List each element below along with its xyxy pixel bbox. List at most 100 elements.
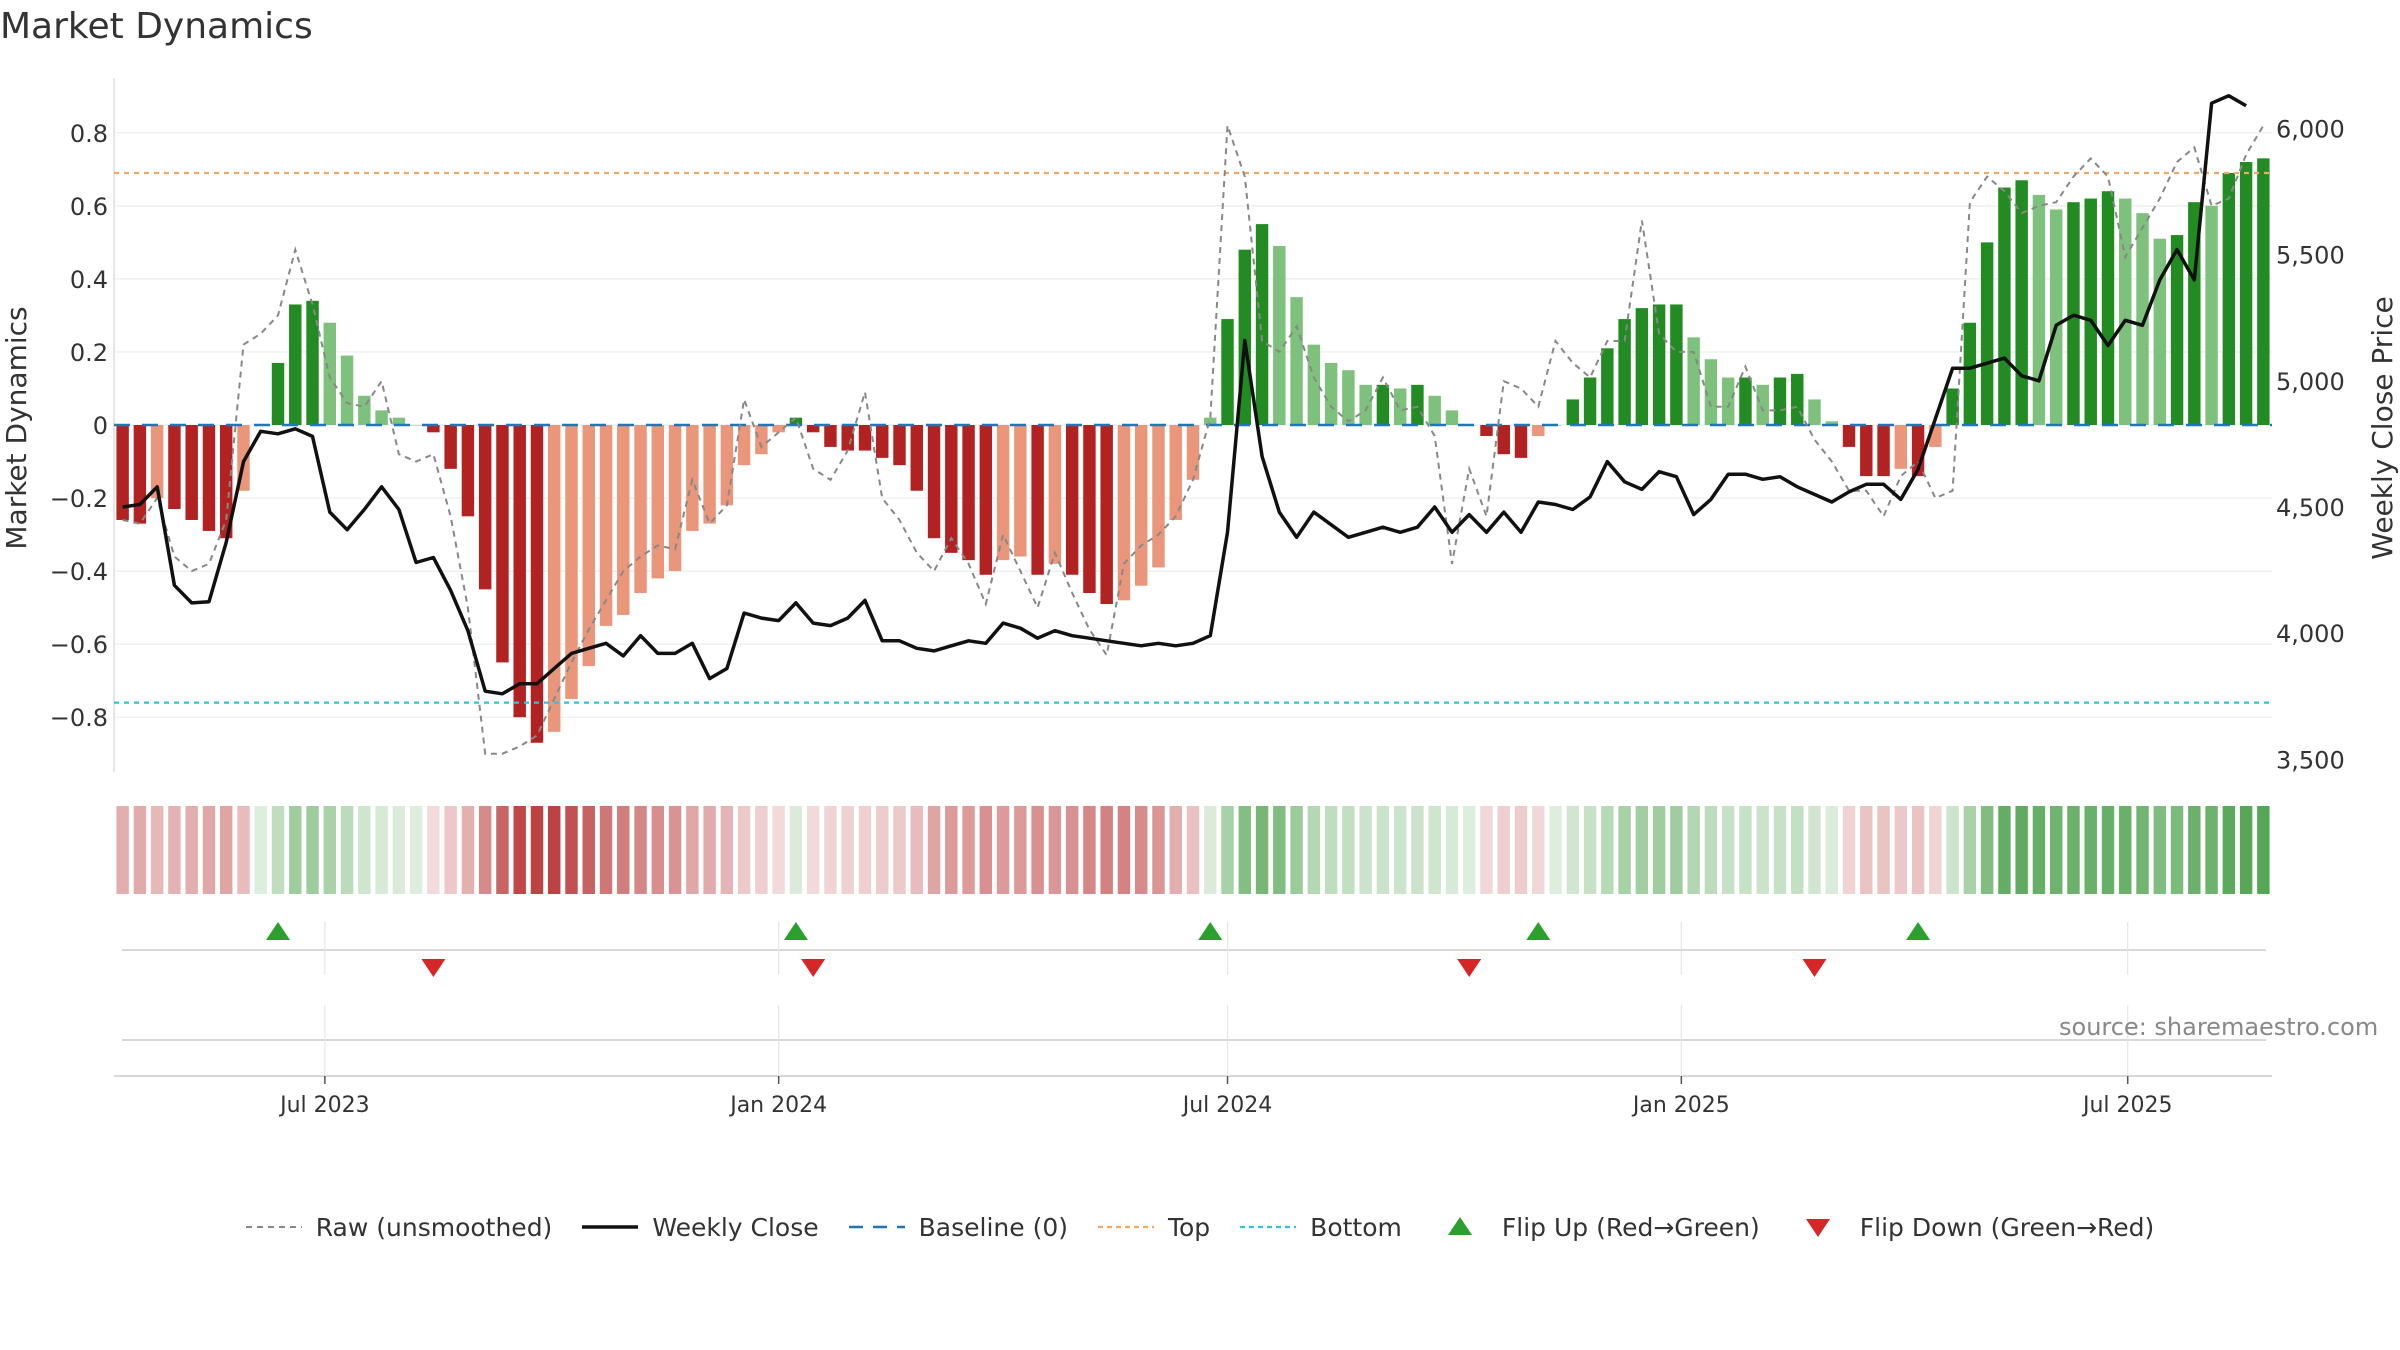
bar	[1221, 319, 1234, 425]
y2-tick-label: 6,000	[2276, 115, 2345, 143]
bar	[496, 425, 509, 663]
regime-strip-cell	[2239, 806, 2253, 894]
bar	[1307, 344, 1321, 425]
bar	[220, 425, 233, 539]
regime-strip-cell	[2257, 806, 2270, 894]
regime-strip-cell	[444, 806, 457, 894]
regime-strip-cell	[1583, 806, 1597, 894]
bar	[1342, 370, 1355, 425]
x-tick-label: Jan 2024	[728, 1093, 827, 1118]
bar	[1445, 410, 1459, 425]
regime-strip-cell	[2170, 806, 2184, 894]
regime-strip-cell	[358, 806, 371, 894]
bar	[1998, 187, 2011, 425]
bar	[1186, 425, 1200, 480]
regime-strip-cell	[806, 806, 820, 894]
regime-strip-cell	[1566, 806, 1580, 894]
regime-strip-cell	[1221, 806, 1234, 894]
regime-strip-cell	[1186, 806, 1200, 894]
bar	[375, 410, 388, 425]
bar	[806, 425, 820, 433]
y2-tick-label: 4,500	[2276, 494, 2345, 522]
bar	[2239, 162, 2253, 425]
bar	[755, 425, 768, 455]
dashed-gray-line-icon	[245, 1217, 302, 1237]
bar	[1670, 304, 1683, 425]
y-tick-label: 0.6	[70, 193, 108, 221]
bar	[1980, 242, 1994, 425]
bar	[1704, 359, 1718, 425]
regime-strip-cell	[461, 806, 475, 894]
bar	[1152, 425, 1165, 568]
bar	[1946, 388, 1959, 425]
regime-strip-cell	[2188, 806, 2201, 894]
regime-strip-cell	[530, 806, 544, 894]
bar	[565, 425, 578, 699]
regime-strip-cell	[168, 806, 181, 894]
flip-up-marker	[783, 922, 808, 940]
regime-strip-cell	[1635, 806, 1649, 894]
bar	[548, 425, 561, 732]
regime-strip-cell	[1169, 806, 1182, 894]
bar	[478, 425, 492, 590]
bar	[1687, 337, 1700, 425]
legend-label: Flip Down (Green→Red)	[1859, 1212, 2155, 1242]
regime-strip-cell	[1773, 806, 1787, 894]
bar	[1773, 377, 1787, 425]
bar	[1739, 377, 1752, 425]
regime-strip-cell	[1307, 806, 1321, 894]
regime-strip-cell	[996, 806, 1010, 894]
regime-strip-cell	[496, 806, 509, 894]
regime-strip-cell	[409, 806, 423, 894]
regime-strip-cell	[703, 806, 716, 894]
regime-strip-cell	[271, 806, 285, 894]
y-tick-label: −0.4	[50, 558, 108, 586]
regime-strip-cell	[668, 806, 682, 894]
bar	[1376, 384, 1390, 425]
regime-strip-cell	[1911, 806, 1925, 894]
regime-strip-cell	[737, 806, 751, 894]
regime-strip-cell	[2101, 806, 2115, 894]
bar	[1117, 425, 1131, 601]
bar	[979, 425, 993, 575]
bar	[116, 425, 129, 520]
bar	[461, 425, 475, 517]
regime-strip-cell	[1238, 806, 1252, 894]
bar	[409, 425, 423, 426]
regime-strip-cell	[599, 806, 613, 894]
regime-strip-cell	[2153, 806, 2166, 894]
legend-item: Bottom	[1240, 1213, 1402, 1242]
bar	[2170, 235, 2184, 425]
regime-strip-cell	[1359, 806, 1372, 894]
dashed-blue-line-icon	[848, 1217, 905, 1237]
bar	[824, 425, 837, 447]
regime-strip-cell	[1048, 806, 1062, 894]
bar	[1514, 425, 1528, 458]
bar	[1791, 373, 1804, 425]
regime-strip-cell	[1083, 806, 1096, 894]
bar	[444, 425, 457, 469]
regime-strip-cell	[1652, 806, 1666, 894]
regime-strip-cell	[513, 806, 526, 894]
regime-strip-cell	[634, 806, 647, 894]
bar	[2136, 213, 2149, 425]
flip-up-marker	[1526, 922, 1551, 940]
regime-strip-cell	[1842, 806, 1856, 894]
regime-strip-cell	[1825, 806, 1838, 894]
bar	[202, 425, 216, 531]
regime-strip-cell	[116, 806, 129, 894]
legend: Raw (unsmoothed) Weekly Close Baseline (0)…	[0, 1202, 2400, 1252]
regime-strip-cell	[306, 806, 319, 894]
bar	[1532, 425, 1545, 436]
regime-strip-cell	[150, 806, 164, 894]
regime-strip-cell	[1342, 806, 1355, 894]
y2-tick-label: 4,000	[2276, 620, 2345, 648]
regime-strip-cell	[1894, 806, 1908, 894]
regime-strip-cell	[1946, 806, 1959, 894]
bar	[1359, 384, 1372, 425]
regime-strip-cell	[1065, 806, 1079, 894]
flip-up-marker	[1198, 922, 1223, 940]
regime-strip-cell	[478, 806, 492, 894]
regime-strip-cell	[910, 806, 923, 894]
bar	[634, 425, 647, 594]
